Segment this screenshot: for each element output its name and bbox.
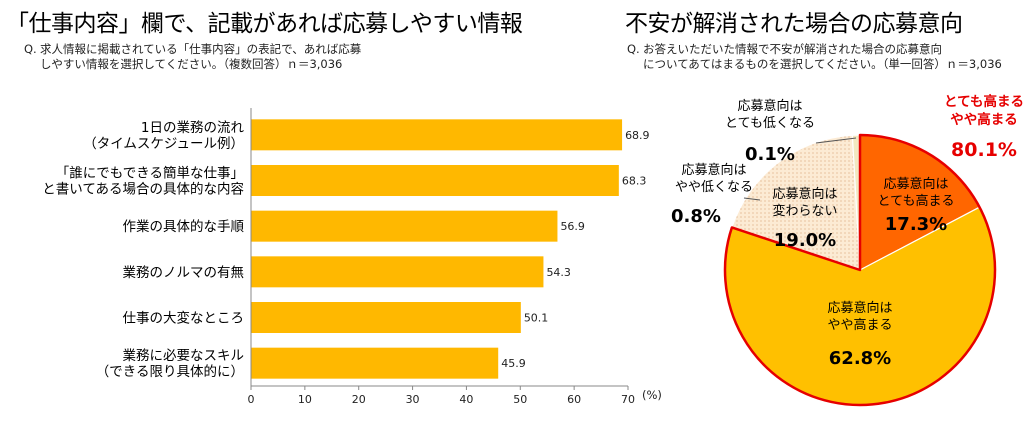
bar-1	[251, 165, 619, 196]
x-tick-label-2: 20	[352, 393, 366, 406]
pie-slice-label-4-0: 応募意向は	[737, 98, 802, 114]
bar-value-label-0: 68.9	[625, 129, 650, 142]
pie-question-mark: Q.	[627, 42, 640, 56]
pie-slice-label-3-0: 応募意向は	[681, 162, 746, 178]
bar-question-line1: 求人情報に掲載されている「仕事内容」の表記で、あれば応募	[40, 42, 362, 56]
bar-question-mark: Q.	[24, 42, 37, 56]
category-label-0-1: （タイムスケジュール例）	[83, 136, 244, 152]
pie-slice-2	[731, 134, 861, 271]
bar-5	[251, 347, 499, 379]
highlight-label-line2: やや高まる	[950, 111, 1018, 128]
highlight-label-value: 80.1%	[951, 139, 1017, 161]
pie-slice-label-0-1: とても高まる	[878, 193, 955, 209]
bar-2	[251, 210, 558, 242]
bar-chart: 68.9 1日の業務の流れ（タイムスケジュール例） 68.3 「誰にでもできる簡単な仕…	[42, 108, 662, 406]
pie-slice-label-0-0: 応募意向は	[883, 176, 948, 192]
category-label-2-0: 作業の具体的な手順	[123, 219, 245, 235]
pie-question-line1: お答えいただいた情報で不安が解消された場合の応募意向	[643, 42, 942, 56]
bar-3	[251, 256, 544, 288]
category-label-0-0: 1日の業務の流れ	[141, 120, 245, 136]
pie-slice-value-4: 0.1%	[745, 144, 795, 165]
category-label-5-1: （できる限り具体的に）	[96, 364, 244, 380]
pie-slice-value-3: 0.8%	[671, 206, 721, 227]
x-tick-label-6: 60	[567, 393, 581, 406]
bar-value-label-1: 68.3	[622, 175, 647, 188]
bar-value-label-3: 54.3	[546, 266, 571, 279]
x-tick-label-3: 30	[406, 393, 420, 406]
leader-line-0	[815, 137, 857, 144]
pie-slice-label-2-0: 応募意向は	[772, 186, 837, 202]
bar-value-label-5: 45.9	[501, 357, 526, 370]
bar-0	[251, 119, 623, 151]
category-label-3-0: 業務のノルマの有無	[123, 265, 245, 281]
x-unit-label: (%)	[642, 388, 662, 402]
x-tick-label-0: 0	[248, 393, 255, 406]
pie-question: Q. お答えいただいた情報で不安が解消された場合の応募意向 についてあてはまるもの…	[627, 42, 1002, 72]
x-tick-label-7: 70	[621, 393, 635, 406]
pie-chart-title: 不安が解消された場合の応募意向	[625, 11, 963, 37]
x-tick-label-5: 50	[513, 393, 527, 406]
pie-slice-value-2: 19.0%	[774, 230, 836, 251]
bar-value-label-2: 56.9	[560, 220, 585, 233]
pie-slice-label-1-1: やや高まる	[827, 317, 892, 333]
bar-value-label-4: 50.1	[524, 312, 549, 325]
category-label-1-1: と書いてある場合の具体的な内容	[42, 181, 244, 198]
pie-slice-label-3-1: やや低くなる	[675, 180, 753, 195]
bar-question-line2: しやすい情報を選択してください。（複数回答）ｎ＝3,036	[40, 57, 343, 71]
pie-slice-label-4-1: とても低くなる	[725, 116, 815, 131]
x-tick-label-1: 10	[298, 393, 312, 406]
category-label-1-0: 「誰にでもできる簡単な仕事」	[56, 166, 244, 182]
x-tick-label-4: 40	[459, 393, 473, 406]
category-label-4-0: 仕事の大変なところ	[123, 310, 245, 327]
bar-chart-title: 「仕事内容」欄で、記載があれば応募しやすい情報	[6, 11, 523, 37]
pie-slice-value-1: 62.8%	[829, 348, 891, 369]
leader-line-1	[743, 197, 761, 201]
highlight-label-line1: とても高まる	[944, 93, 1024, 110]
pie-highlight-outline	[723, 133, 997, 407]
bar-4	[251, 302, 521, 333]
pie-chart: 応募意向はとても高まる17.3%応募意向はやや高まる62.8%応募意向は変わらな…	[671, 93, 1024, 407]
pie-question-line2: についてあてはまるものを選択してください。（単一回答）ｎ＝3,036	[643, 57, 1002, 71]
bar-question: Q. 求人情報に掲載されている「仕事内容」の表記で、あれば応募 しやすい情報を選択…	[24, 42, 361, 72]
category-label-5-0: 業務に必要なスキル	[123, 348, 245, 364]
pie-slice-label-2-1: 変わらない	[772, 203, 837, 219]
pie-slice-label-1-0: 応募意向は	[827, 300, 892, 316]
pie-slice-value-0: 17.3%	[885, 214, 947, 235]
